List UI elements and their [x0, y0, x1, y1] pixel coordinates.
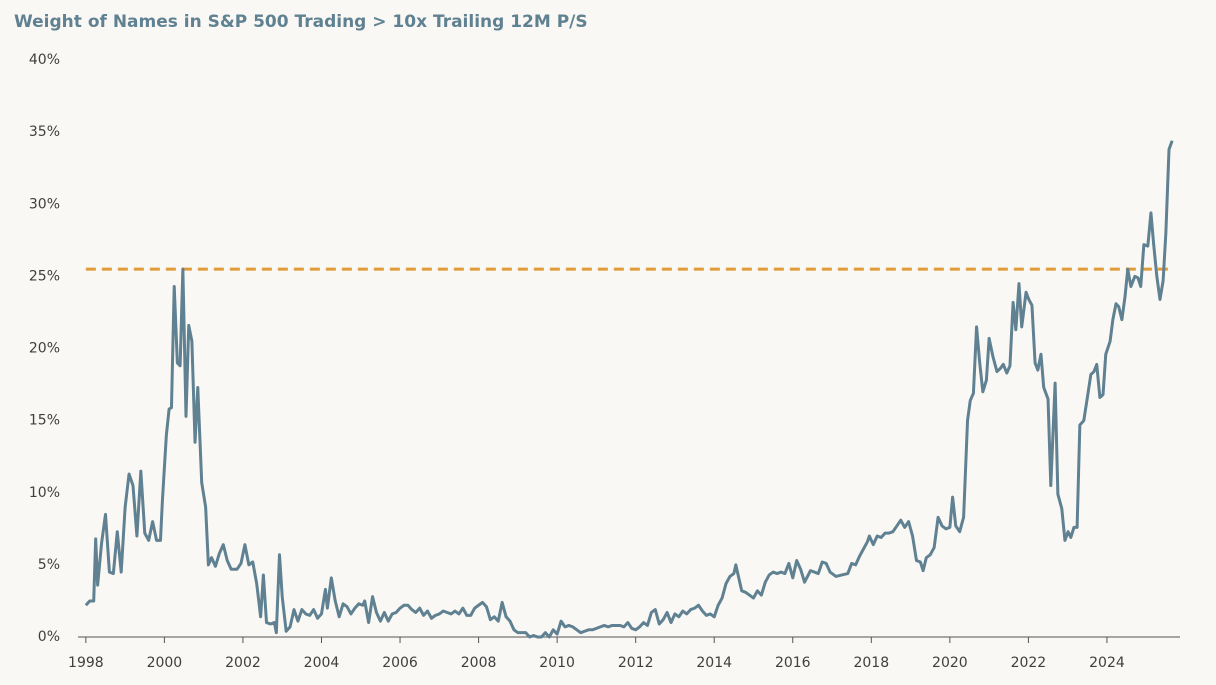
y-tick-label: 10%	[29, 485, 60, 501]
y-tick-label: 20%	[29, 341, 60, 357]
x-tick-label: 2000	[147, 655, 183, 671]
x-tick-label: 2010	[539, 655, 575, 671]
y-tick-label: 40%	[29, 52, 60, 68]
x-tick-label: 2022	[1011, 655, 1047, 671]
x-tick-label: 2008	[461, 655, 497, 671]
y-tick-label: 15%	[29, 413, 60, 429]
y-tick-label: 30%	[29, 196, 60, 212]
y-tick-label: 0%	[38, 629, 60, 645]
data-line	[84, 140, 1174, 639]
y-tick-label: 5%	[38, 557, 60, 573]
x-tick-label: 2004	[304, 655, 340, 671]
x-tick-label: 2012	[618, 655, 654, 671]
x-tick-label: 2024	[1089, 655, 1125, 671]
x-tick-label: 2016	[775, 655, 811, 671]
x-tick-label: 2002	[225, 655, 261, 671]
x-tick-label: 2006	[382, 655, 418, 671]
x-tick-label: 1998	[68, 655, 104, 671]
y-tick-label: 35%	[29, 124, 60, 140]
y-tick-label: 25%	[29, 268, 60, 284]
x-tick-label: 2018	[853, 655, 889, 671]
x-tick-label: 2014	[696, 655, 732, 671]
x-tick-label: 2020	[932, 655, 968, 671]
chart-title: Weight of Names in S&P 500 Trading > 10x…	[14, 12, 588, 32]
